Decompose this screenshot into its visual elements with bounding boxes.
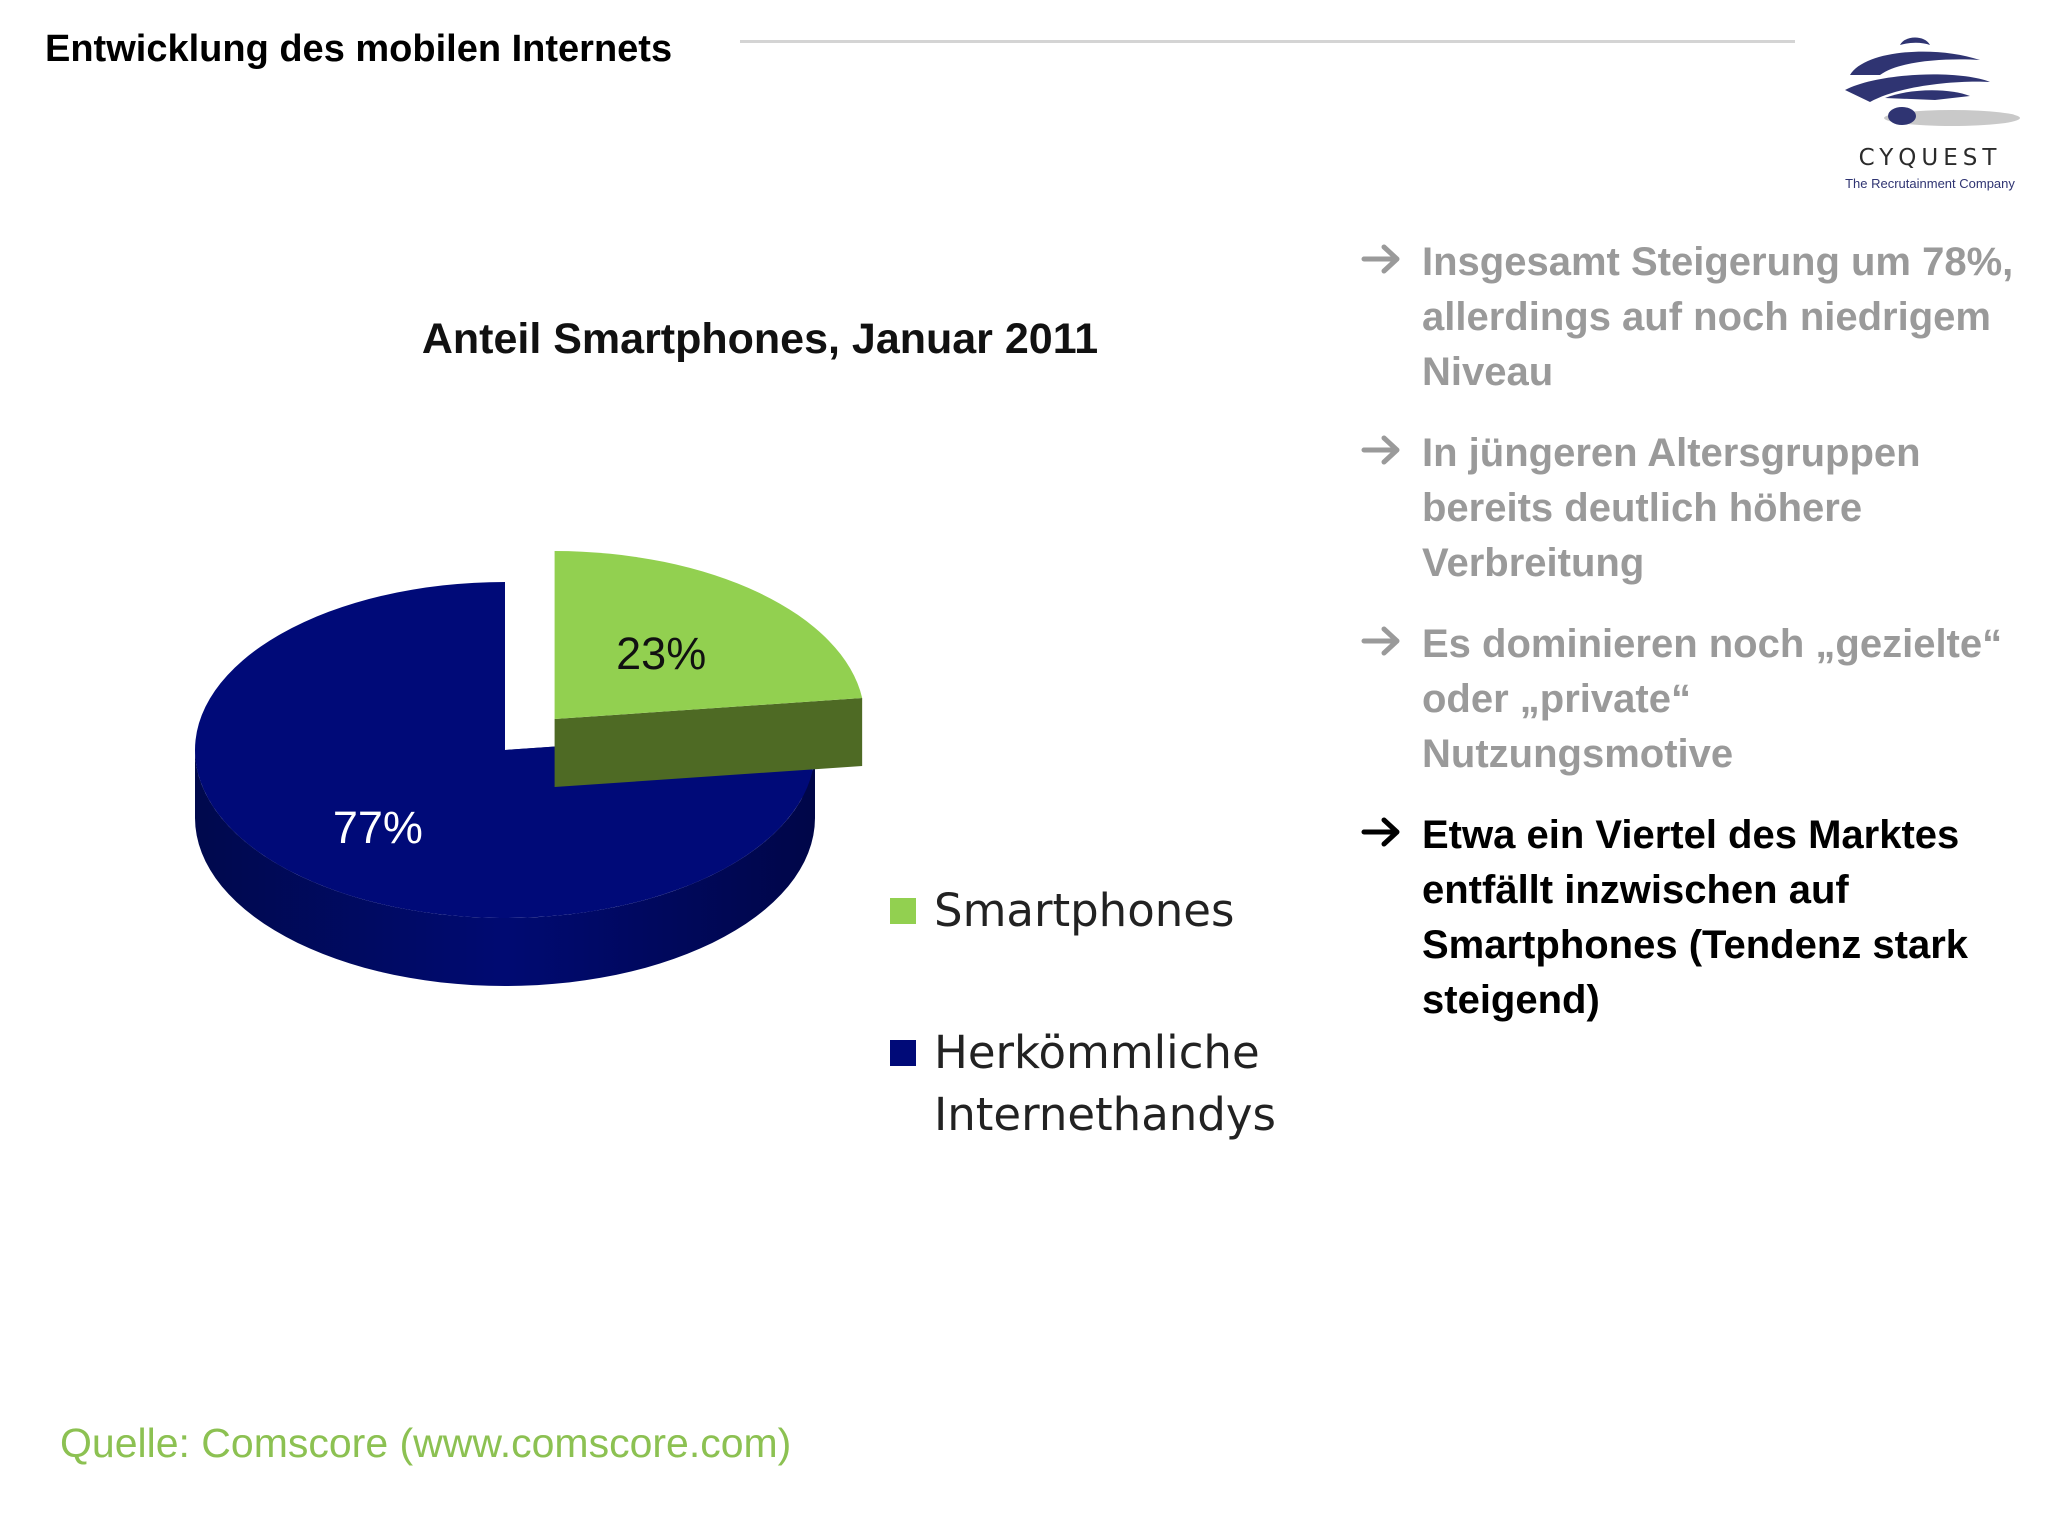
title-divider [740, 40, 1795, 43]
bullet-line: allerdings auf noch niedrigem [1422, 295, 1991, 339]
bullet-text: In jüngeren Altersgruppen bereits deutlic… [1422, 426, 2020, 591]
pie-slice-rim [195, 750, 815, 986]
legend-swatch [890, 1040, 916, 1066]
legend-label: Smartphones [934, 880, 1234, 942]
legend-label-line: Smartphones [934, 884, 1235, 937]
bullet-line: bereits deutlich höhere [1422, 486, 1863, 530]
chart-title: Anteil Smartphones, Januar 2011 [421, 315, 1099, 363]
data-label-smartphones: 23% [616, 627, 707, 679]
bullet-text: Etwa ein Viertel des Marktes entfällt inz… [1422, 808, 2020, 1028]
bullet-line: entfällt inzwischen auf [1422, 868, 1849, 912]
bullet-item: In jüngeren Altersgruppen bereits deutlic… [1360, 426, 2020, 591]
bullet-line: Insgesamt Steigerung um 78%, [1422, 240, 2014, 284]
legend-label: Herkömmliche Internethandys [934, 1022, 1276, 1146]
bullet-line: oder „private“ [1422, 677, 1691, 721]
slide-title: Entwicklung des mobilen Internets [45, 28, 673, 70]
bullet-line: Smartphones (Tendenz stark [1422, 923, 1969, 967]
legend-label-line: Herkömmliche [934, 1026, 1260, 1079]
logo-wordmark: CYQUEST [1858, 145, 2002, 171]
pie-slice-smartphones [554, 551, 863, 788]
bullet-item: Etwa ein Viertel des Marktes entfällt inz… [1360, 808, 2020, 1028]
bullet-line: In jüngeren Altersgruppen [1422, 431, 1921, 475]
data-label-herk-mmliche-internethandys: 77% [332, 802, 423, 854]
legend-swatch [890, 898, 916, 924]
bullet-text: Insgesamt Steigerung um 78%, allerdings a… [1422, 235, 2020, 400]
arrow-right-icon [1361, 817, 1400, 847]
bullet-list: Insgesamt Steigerung um 78%, allerdings a… [1360, 235, 2020, 1054]
cyquest-logo: CYQUEST The Recrutainment Company [1820, 30, 2040, 200]
pie-slice-top [554, 551, 863, 720]
pie-slice-top [194, 582, 815, 919]
bullet-line: Niveau [1422, 350, 1554, 394]
arrow-right-icon [1361, 435, 1400, 465]
bullet-line: Nutzungsmotive [1422, 732, 1734, 776]
bullet-line: steigend) [1422, 978, 1600, 1022]
bullet-line: Verbreitung [1422, 541, 1645, 585]
source-note: Quelle: Comscore (www.comscore.com) [60, 1420, 792, 1466]
arrow-right-icon [1361, 244, 1400, 274]
bullet-line: Es dominieren noch „gezielte“ [1422, 622, 2003, 666]
logo-tagline: The Recrutainment Company [1845, 176, 2015, 191]
cyquest-mark-icon [1845, 37, 2020, 126]
arrow-right-icon [1361, 626, 1400, 656]
bullet-item: Es dominieren noch „gezielte“ oder „priva… [1360, 617, 2020, 782]
bullet-line: Etwa ein Viertel des Marktes [1422, 813, 1960, 857]
pie-slice-wall [554, 698, 863, 788]
bullet-text: Es dominieren noch „gezielte“ oder „priva… [1422, 617, 2020, 782]
legend-label-line: Internethandys [934, 1088, 1276, 1141]
bullet-item: Insgesamt Steigerung um 78%, allerdings a… [1360, 235, 2020, 400]
